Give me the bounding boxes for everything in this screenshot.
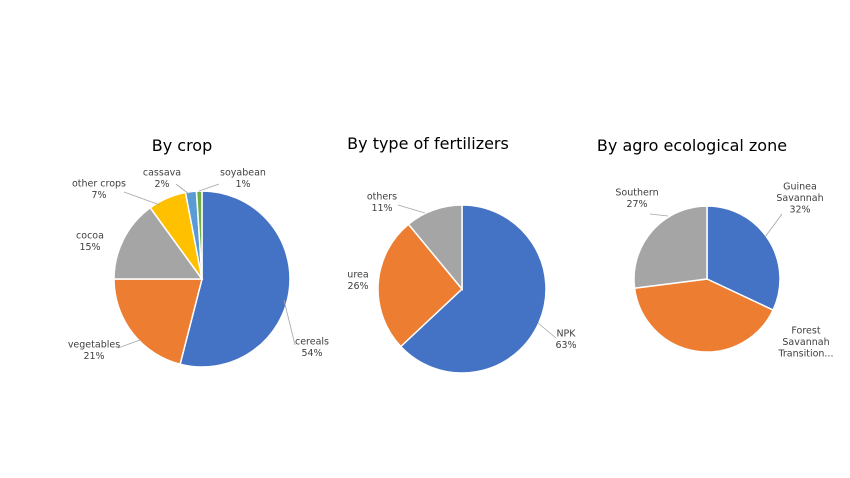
label-leader-line xyxy=(398,205,425,213)
pie-chart-by-agro-ecological-zone: By agro ecological zone Guinea Savannah 32… xyxy=(597,136,834,360)
pie-chart-by-crop: By crop cereals 54% vegetables 21% cocoa 15% o… xyxy=(68,136,329,367)
data-label-forest-savannah-transition: Forest Savannah Transition... xyxy=(777,326,833,360)
data-label-others: others 11% xyxy=(367,191,397,214)
chart-title: By type of fertilizers xyxy=(347,134,509,153)
data-label-cereals: cereals 54% xyxy=(295,336,329,359)
label-leader-line xyxy=(538,323,556,338)
data-label-soyabean: soyabean 1% xyxy=(220,167,266,190)
label-leader-line xyxy=(124,192,160,205)
data-label-southern: Southern 27% xyxy=(615,187,658,210)
data-label-vegetables: vegetables 21% xyxy=(68,339,120,362)
data-label-other-crops: other crops 7% xyxy=(72,178,126,201)
chart-title: By crop xyxy=(152,136,213,155)
label-leader-line xyxy=(284,300,295,345)
chart-title: By agro ecological zone xyxy=(597,136,787,155)
label-leader-line xyxy=(650,214,668,216)
data-label-cocoa: cocoa 15% xyxy=(76,230,104,253)
data-label-cassava: cassava 2% xyxy=(143,167,181,190)
data-label-urea: urea 26% xyxy=(347,269,368,292)
label-leader-line xyxy=(199,184,219,191)
label-leader-line xyxy=(765,214,782,237)
label-leader-line xyxy=(118,340,140,348)
data-label-guinea-savannah: Guinea Savannah 32% xyxy=(776,182,823,216)
data-label-npk: NPK 63% xyxy=(555,328,576,351)
pie-chart-by-fertilizer-type: By type of fertilizers NPK 63% urea 26% othe… xyxy=(347,134,576,373)
pie-slice-southern xyxy=(634,206,707,288)
